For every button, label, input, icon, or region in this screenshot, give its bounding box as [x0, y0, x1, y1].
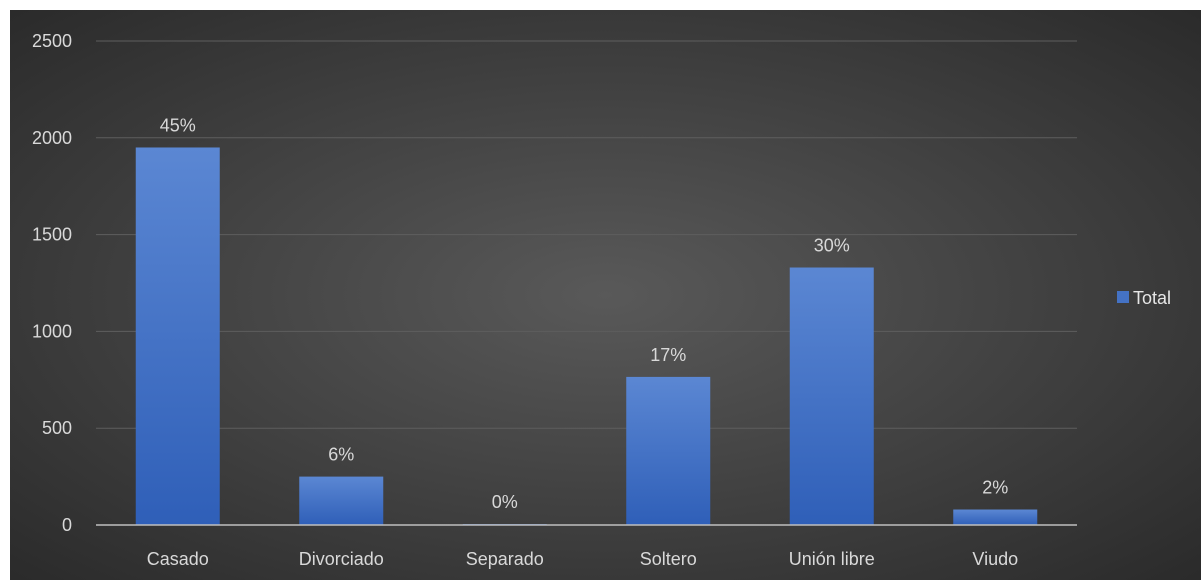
- data-label: 0%: [492, 492, 518, 512]
- gridlines: [96, 40, 1077, 429]
- x-category-label: Soltero: [640, 549, 697, 569]
- y-tick-label: 500: [42, 418, 72, 438]
- bar[interactable]: [953, 509, 1038, 525]
- bar[interactable]: [626, 376, 711, 525]
- data-labels: 45% 6% 0% 17% 30% 2%: [160, 115, 1009, 512]
- bar[interactable]: [299, 476, 384, 525]
- data-label: 17%: [650, 345, 686, 365]
- data-label: 2%: [982, 478, 1008, 498]
- data-label: 30%: [814, 236, 850, 256]
- y-tick-label: 1000: [32, 321, 72, 341]
- x-category-label: Divorciado: [299, 549, 384, 569]
- legend-label: Total: [1133, 288, 1171, 308]
- bar[interactable]: [135, 147, 220, 526]
- y-tick-label: 2500: [32, 31, 72, 51]
- y-tick-label: 0: [62, 515, 72, 535]
- bar[interactable]: [789, 267, 874, 525]
- data-label: 45%: [160, 115, 196, 135]
- y-tick-label: 1500: [32, 225, 72, 245]
- x-axis-labels: Casado Divorciado Separado Soltero Unión lib…: [147, 549, 1018, 569]
- y-axis-ticks: 0 500 1000 1500 2000 2500: [32, 31, 72, 535]
- y-tick-label: 2000: [32, 128, 72, 148]
- x-category-label: Casado: [147, 549, 209, 569]
- data-label: 6%: [328, 445, 354, 465]
- x-category-label: Separado: [466, 549, 544, 569]
- legend[interactable]: Total: [1117, 288, 1171, 308]
- legend-swatch: [1117, 291, 1129, 303]
- x-category-label: Viudo: [972, 549, 1018, 569]
- x-category-label: Unión libre: [789, 549, 875, 569]
